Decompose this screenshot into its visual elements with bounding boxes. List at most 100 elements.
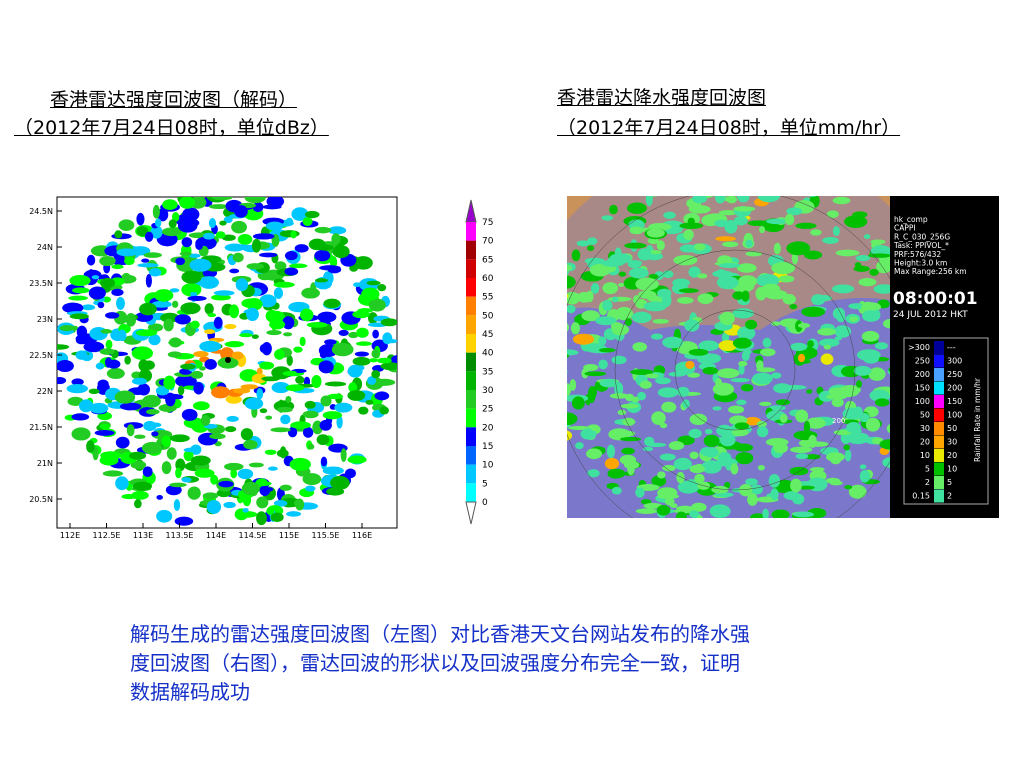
echo bbox=[618, 271, 627, 277]
x-tick-label: 115E bbox=[279, 531, 299, 540]
echo bbox=[575, 442, 584, 450]
echo bbox=[738, 275, 758, 288]
echo bbox=[137, 263, 159, 268]
legend-swatch bbox=[934, 381, 944, 395]
legend-lower: 10 bbox=[920, 451, 930, 460]
echo bbox=[777, 183, 795, 195]
echo bbox=[735, 452, 754, 465]
echo bbox=[208, 218, 217, 229]
echo bbox=[368, 298, 386, 312]
echo bbox=[723, 196, 735, 202]
echo bbox=[632, 342, 648, 352]
echo bbox=[797, 485, 815, 490]
echo bbox=[771, 372, 782, 379]
echo bbox=[676, 471, 685, 484]
echo bbox=[697, 273, 708, 279]
echo bbox=[240, 428, 254, 441]
colorbar-label: 10 bbox=[482, 461, 494, 471]
echo bbox=[266, 197, 285, 208]
echo bbox=[89, 402, 109, 414]
echo bbox=[213, 290, 235, 296]
echo bbox=[859, 469, 871, 483]
echo bbox=[229, 304, 240, 319]
echo bbox=[609, 392, 629, 399]
echo bbox=[327, 226, 347, 235]
echo bbox=[724, 481, 731, 489]
echo bbox=[719, 311, 735, 326]
echo bbox=[637, 391, 646, 401]
echo bbox=[809, 467, 825, 472]
echo bbox=[668, 440, 685, 451]
echo bbox=[572, 333, 595, 345]
echo bbox=[181, 408, 198, 421]
echo bbox=[542, 293, 551, 303]
echo bbox=[685, 360, 695, 369]
echo bbox=[151, 300, 172, 308]
echo bbox=[225, 395, 242, 404]
echo bbox=[69, 313, 89, 320]
echo bbox=[567, 323, 570, 332]
echo bbox=[539, 283, 562, 289]
legend-swatch bbox=[934, 462, 944, 476]
echo bbox=[853, 365, 872, 376]
echo bbox=[611, 355, 627, 365]
echo bbox=[241, 298, 261, 309]
echo bbox=[717, 451, 732, 464]
echo bbox=[124, 256, 135, 266]
echo bbox=[99, 348, 115, 355]
echo bbox=[382, 332, 393, 345]
echo bbox=[143, 252, 162, 258]
echo bbox=[299, 336, 306, 347]
echo bbox=[181, 237, 193, 248]
colorbar-segment bbox=[466, 427, 476, 446]
echo bbox=[789, 303, 798, 310]
echo bbox=[204, 303, 214, 315]
echo bbox=[353, 256, 373, 270]
echo bbox=[291, 207, 309, 221]
echo bbox=[731, 196, 734, 197]
echo bbox=[620, 437, 642, 442]
echo bbox=[374, 391, 390, 401]
colorbar-label: 15 bbox=[482, 442, 493, 452]
echo bbox=[284, 267, 299, 276]
echo bbox=[254, 481, 272, 487]
legend-swatch bbox=[934, 435, 944, 449]
echo bbox=[590, 424, 600, 432]
echo bbox=[760, 348, 776, 357]
echo bbox=[766, 519, 779, 529]
echo bbox=[822, 236, 839, 244]
echo bbox=[793, 511, 815, 518]
legend-lower: 30 bbox=[920, 424, 930, 433]
legend-upper: 20 bbox=[947, 451, 957, 460]
echo bbox=[199, 366, 206, 371]
echo bbox=[688, 348, 709, 356]
echo bbox=[237, 234, 253, 245]
echo bbox=[608, 428, 631, 441]
legend-upper: 10 bbox=[947, 465, 957, 474]
echo bbox=[551, 315, 559, 322]
echo bbox=[226, 415, 239, 422]
echo bbox=[136, 212, 145, 226]
echo bbox=[666, 185, 682, 196]
echo bbox=[755, 187, 772, 193]
echo bbox=[347, 455, 367, 464]
echo bbox=[171, 300, 179, 308]
echo bbox=[271, 366, 291, 380]
colorbar-segment bbox=[466, 222, 476, 241]
echo bbox=[750, 513, 766, 518]
echo bbox=[353, 282, 361, 288]
echo bbox=[71, 378, 84, 386]
colorbar-segment bbox=[466, 483, 476, 502]
echo bbox=[646, 228, 665, 238]
echo bbox=[790, 478, 802, 493]
echo bbox=[855, 254, 871, 262]
echo bbox=[858, 277, 877, 287]
echo bbox=[747, 220, 771, 227]
echo bbox=[674, 174, 681, 188]
echo bbox=[306, 322, 328, 328]
echo bbox=[305, 485, 316, 492]
colorbar-label: 40 bbox=[482, 349, 494, 359]
echo bbox=[279, 446, 287, 459]
echo bbox=[790, 446, 813, 453]
echo bbox=[289, 263, 308, 269]
